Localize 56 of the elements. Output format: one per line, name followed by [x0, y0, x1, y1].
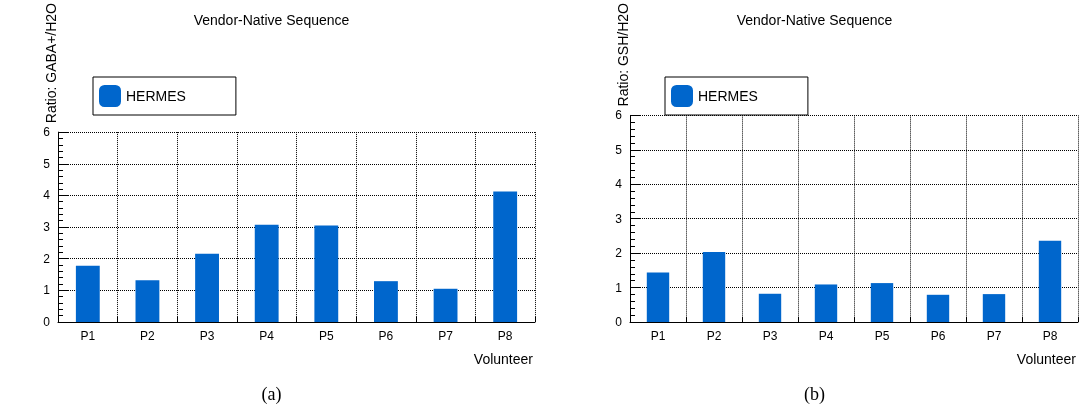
y-tick-label: 2 — [615, 246, 623, 261]
legend-label: HERMES — [126, 88, 186, 104]
bar — [195, 253, 219, 322]
legend-label: HERMES — [698, 88, 758, 104]
x-tick-label: P8 — [497, 329, 513, 343]
bar — [314, 225, 339, 322]
y-tick-label: 4 — [43, 188, 51, 203]
bar — [254, 224, 279, 322]
y-tick-label: 6 — [615, 108, 623, 123]
x-tick-label: P8 — [1042, 329, 1058, 343]
y-tick-label: 0 — [43, 315, 51, 329]
bar — [1038, 240, 1062, 322]
y-tick-label: 3 — [43, 220, 51, 235]
text: (b) — [804, 384, 826, 405]
x-tick-label: P4 — [259, 329, 275, 343]
y-axis-title: Ratio: GSH/H2O — [615, 2, 631, 107]
y-tick-label: 2 — [43, 251, 51, 266]
bar — [926, 294, 950, 322]
bar — [702, 252, 726, 322]
y-axis-title: Ratio: GABA+/H2O — [43, 2, 59, 124]
bar — [758, 293, 782, 322]
bar — [646, 272, 670, 322]
bar — [982, 294, 1006, 322]
bar — [493, 191, 518, 322]
x-tick-label: P3 — [762, 329, 778, 343]
y-tick-label: 6 — [43, 125, 51, 140]
bar — [814, 284, 838, 322]
bar — [135, 280, 160, 322]
x-tick-label: P1 — [80, 329, 96, 343]
x-tick-label: P3 — [199, 329, 215, 343]
x-tick-label: P5 — [318, 329, 334, 343]
x-tick-label: P2 — [140, 329, 156, 343]
bar — [433, 288, 458, 322]
bar — [870, 283, 894, 322]
y-tick-label: 5 — [43, 156, 51, 171]
x-tick-label: P2 — [706, 329, 722, 343]
y-tick-label: 1 — [43, 283, 51, 298]
x-axis-title: Volunteer — [473, 351, 534, 367]
x-tick-label: P1 — [650, 329, 666, 343]
bar — [75, 265, 100, 322]
x-tick-label: P6 — [378, 329, 394, 343]
y-tick-label: 5 — [615, 142, 623, 157]
x-axis-title: Volunteer — [1016, 351, 1077, 367]
x-tick-label: P7 — [986, 329, 1002, 343]
bar — [374, 281, 398, 322]
chart-title: Vendor-Native Sequence — [736, 12, 893, 28]
x-tick-label: P4 — [818, 329, 834, 343]
y-tick-label: 1 — [615, 280, 623, 295]
x-tick-label: P7 — [438, 329, 454, 343]
x-tick-label: P6 — [930, 329, 946, 343]
y-tick-label: 4 — [615, 177, 623, 192]
text: (a) — [261, 384, 282, 405]
y-tick-label: 0 — [615, 315, 623, 329]
chart-title: Vendor-Native Sequence — [193, 12, 350, 28]
x-tick-label: P5 — [874, 329, 890, 343]
y-tick-label: 3 — [615, 211, 623, 226]
